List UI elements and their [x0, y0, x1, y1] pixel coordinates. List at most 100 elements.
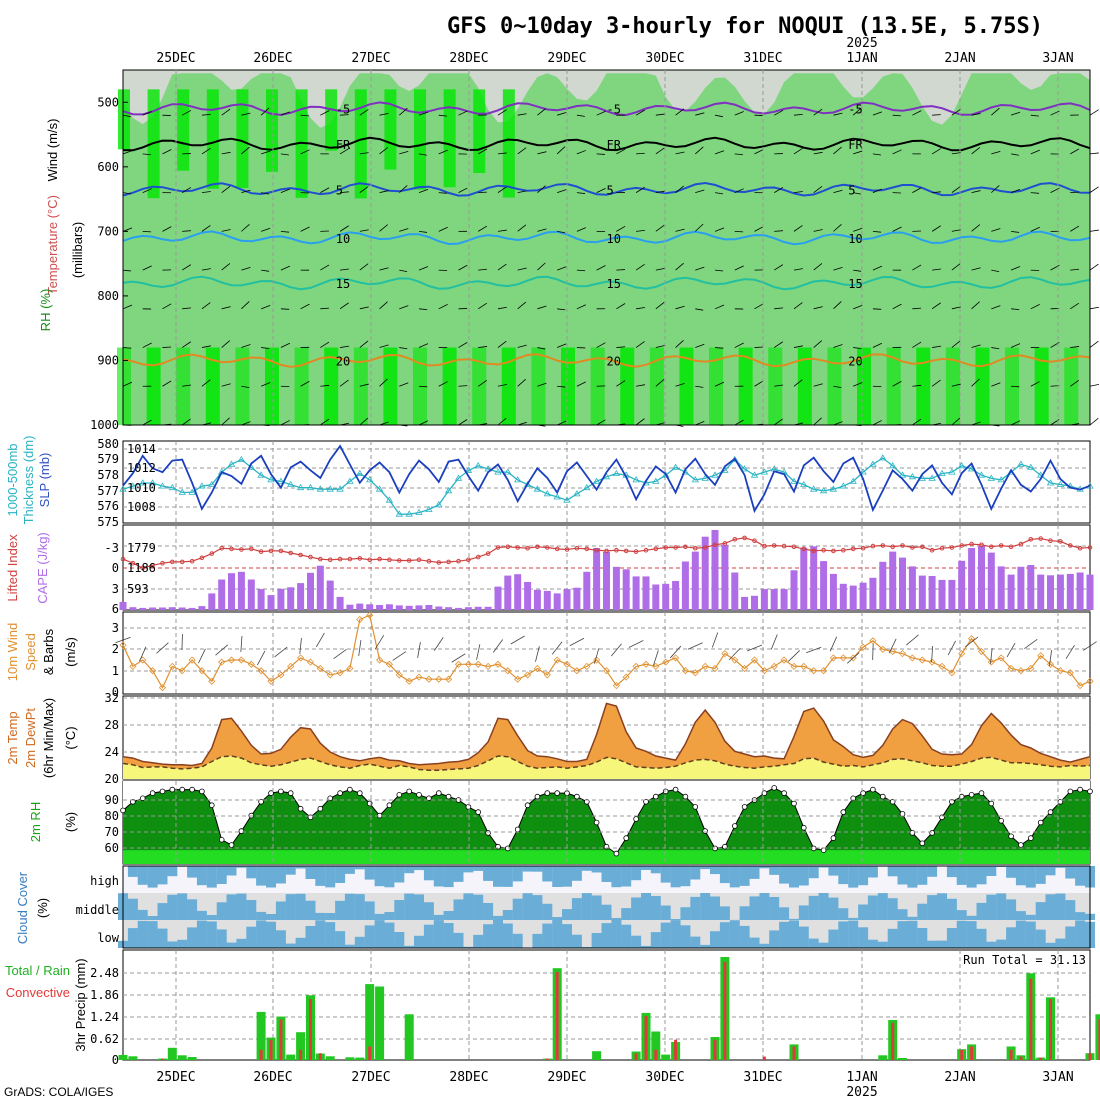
wind-barb: [675, 151, 685, 155]
cloud-bar: [956, 910, 967, 920]
cloud-bar: [1035, 929, 1046, 948]
rh-point: [672, 786, 679, 793]
wind-barb: [478, 268, 487, 271]
wind-barb: [476, 644, 481, 660]
cloud-bar: [690, 866, 701, 880]
rh-point: [268, 790, 274, 796]
cloud-bar: [216, 902, 227, 920]
rh-saturated-area: [1064, 347, 1079, 425]
lifted-index-point: [850, 546, 856, 552]
cloud-bar: [769, 897, 780, 920]
cloud-bar: [591, 933, 602, 948]
lifted-index-point: [278, 548, 284, 554]
wind-barb: [418, 230, 428, 233]
run-total-label: Run Total = 31.13: [963, 953, 1086, 967]
lifted-index-point: [1028, 537, 1034, 542]
wind-barb: [379, 147, 389, 155]
thickness-point: [336, 485, 344, 492]
wind-barb: [991, 347, 1000, 350]
wind-speed-point: [1076, 682, 1084, 690]
thickness-point: [879, 454, 887, 461]
cape-bar: [395, 605, 403, 610]
cloud-bar: [1025, 921, 1036, 948]
wind-barb: [695, 385, 704, 388]
wind-barb: [340, 191, 349, 194]
cloud-bar: [641, 945, 651, 948]
cloud-bar: [542, 866, 553, 882]
cape-bar: [632, 576, 640, 610]
rh-point: [623, 835, 629, 841]
precip-bar: [325, 1056, 335, 1060]
lifted-index-point: [258, 549, 264, 554]
wind-speed-point: [820, 667, 828, 675]
cloud-bar: [433, 866, 444, 887]
wind-barb: [635, 418, 645, 426]
precip-panel: Run Total = 31.13 2.48 1.86 1.24 0.62 0 Total …: [5, 949, 1100, 1067]
cloud-bar: [295, 937, 306, 948]
wind-barb: [655, 224, 665, 232]
wind-barb: [497, 186, 507, 193]
lifted-index-point: [890, 544, 896, 550]
rh-saturated-area: [354, 89, 367, 199]
top-date-axis: 25DEC 26DEC 27DEC 28DEC 29DEC 30DEC 31DEC 1JAN 2…: [156, 36, 1073, 66]
rh-point: [988, 800, 995, 807]
cape-bar: [514, 574, 522, 610]
cloud-bar: [236, 866, 247, 868]
cloud-bar: [374, 913, 385, 920]
rh-point: [968, 791, 975, 798]
lifted-index-point: [189, 558, 195, 564]
cloud-bar: [897, 921, 908, 948]
cape-bar: [356, 603, 364, 610]
convective-bar: [318, 1053, 322, 1060]
cape-bar: [474, 606, 482, 610]
wind-barb: [399, 150, 409, 155]
thickness-point: [908, 473, 917, 480]
wind-barb: [379, 378, 388, 387]
wind-barb: [497, 418, 507, 426]
cape-bar: [494, 586, 502, 610]
wind-barb: [241, 146, 250, 155]
wind-barb: [201, 268, 211, 271]
cloud-bar: [433, 920, 444, 948]
wind-speed-tick-label: 1: [112, 664, 119, 678]
wind-barb: [695, 112, 705, 116]
wind-barb: [478, 191, 487, 194]
rh-point: [396, 791, 403, 798]
wind-barb: [241, 112, 251, 116]
rh-point: [889, 798, 896, 805]
lifted-index-point: [456, 558, 461, 564]
wind-speed-point: [612, 682, 620, 690]
cloud-bar: [562, 924, 572, 948]
wind-barb: [418, 111, 429, 116]
lifted-index-point: [209, 551, 215, 556]
wind-barb: [458, 385, 468, 387]
wind-barb: [359, 340, 369, 348]
wind-barb: [695, 421, 705, 426]
thickness-point: [553, 493, 561, 500]
cape-bar: [228, 573, 235, 610]
wind-barb: [517, 378, 526, 387]
wind-barb: [616, 148, 626, 155]
wind-barb: [813, 151, 823, 155]
rh-tick-label: 70: [105, 825, 119, 839]
wind-speed-point: [859, 643, 867, 651]
thickness-tick-label: 578: [97, 468, 119, 482]
thickness-axis-label: Thickness (dm): [21, 436, 36, 525]
rh-point: [593, 819, 600, 826]
cape-bar: [129, 607, 137, 610]
wind-barb: [892, 149, 902, 155]
contour-label: 15: [848, 277, 862, 291]
wind-barb: [1050, 110, 1060, 116]
cape-bar: [237, 571, 245, 611]
cloud-bar: [591, 895, 602, 920]
cloud-bar: [364, 925, 375, 948]
cape-bar: [366, 604, 374, 610]
cape-bar: [938, 579, 946, 610]
wind-speed-point: [218, 658, 226, 666]
wind-barb: [932, 114, 941, 116]
wind-barb: [947, 640, 956, 656]
lifted-index-point: [653, 546, 659, 552]
wind-barb: [912, 307, 922, 310]
wind-barb: [458, 419, 468, 426]
